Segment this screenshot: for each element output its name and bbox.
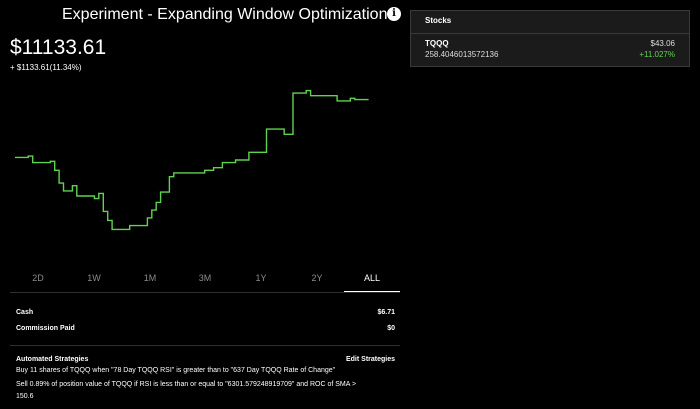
performance-chart[interactable] (0, 80, 400, 255)
cash-label: Cash (16, 309, 34, 316)
edit-strategies-link[interactable]: Edit Strategies (345, 356, 395, 363)
divider (10, 345, 400, 346)
portfolio-change: + $1133.61(11.34%) (10, 63, 82, 72)
stocks-title: Stocks (425, 16, 452, 25)
commission-value: $0 (387, 325, 395, 332)
strategy-rule-continuation: 150.6 (16, 393, 34, 400)
page-title: Experiment - Expanding Window Optimizati… (62, 6, 388, 23)
portfolio-value: $11133.61 (10, 36, 107, 59)
commission-label: Commission Paid (16, 325, 75, 332)
range-tabs: 2D 1W 1M 3M 1Y 2Y ALL (10, 268, 400, 292)
stock-row-tqqq[interactable]: TQQQ 258.4046013572136 $43.06 +11.027% (411, 34, 689, 67)
cash-value: $6.71 (377, 309, 395, 316)
tab-1w[interactable]: 1W (87, 273, 101, 283)
strategies-title: Automated Strategies (16, 356, 89, 363)
performance-line (15, 89, 369, 231)
info-icon[interactable]: i (387, 7, 401, 21)
divider (411, 33, 689, 34)
tab-1y[interactable]: 1Y (255, 273, 267, 283)
stocks-panel: Stocks TQQQ 258.4046013572136 $43.06 +11… (410, 10, 690, 67)
tab-1m[interactable]: 1M (143, 273, 157, 283)
strategy-rule: Sell 0.89% of position value of TQQQ if … (16, 381, 357, 388)
tab-3m[interactable]: 3M (198, 273, 212, 283)
stock-change: +11.027% (639, 50, 675, 59)
tab-2y[interactable]: 2Y (311, 273, 323, 283)
strategy-rule: Buy 11 shares of TQQQ when "78 Day TQQQ … (16, 367, 336, 374)
stock-symbol: TQQQ (425, 39, 449, 48)
tab-all[interactable]: ALL (344, 268, 400, 292)
divider (10, 292, 400, 293)
stock-price: $43.06 (650, 39, 675, 48)
tab-2d[interactable]: 2D (32, 273, 44, 283)
stock-quantity: 258.4046013572136 (425, 50, 499, 59)
